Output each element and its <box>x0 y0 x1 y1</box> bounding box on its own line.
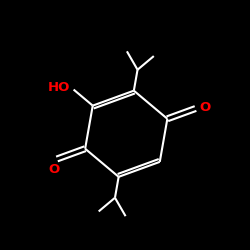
Text: O: O <box>49 163 60 176</box>
Text: HO: HO <box>48 80 70 94</box>
Text: O: O <box>199 101 210 114</box>
